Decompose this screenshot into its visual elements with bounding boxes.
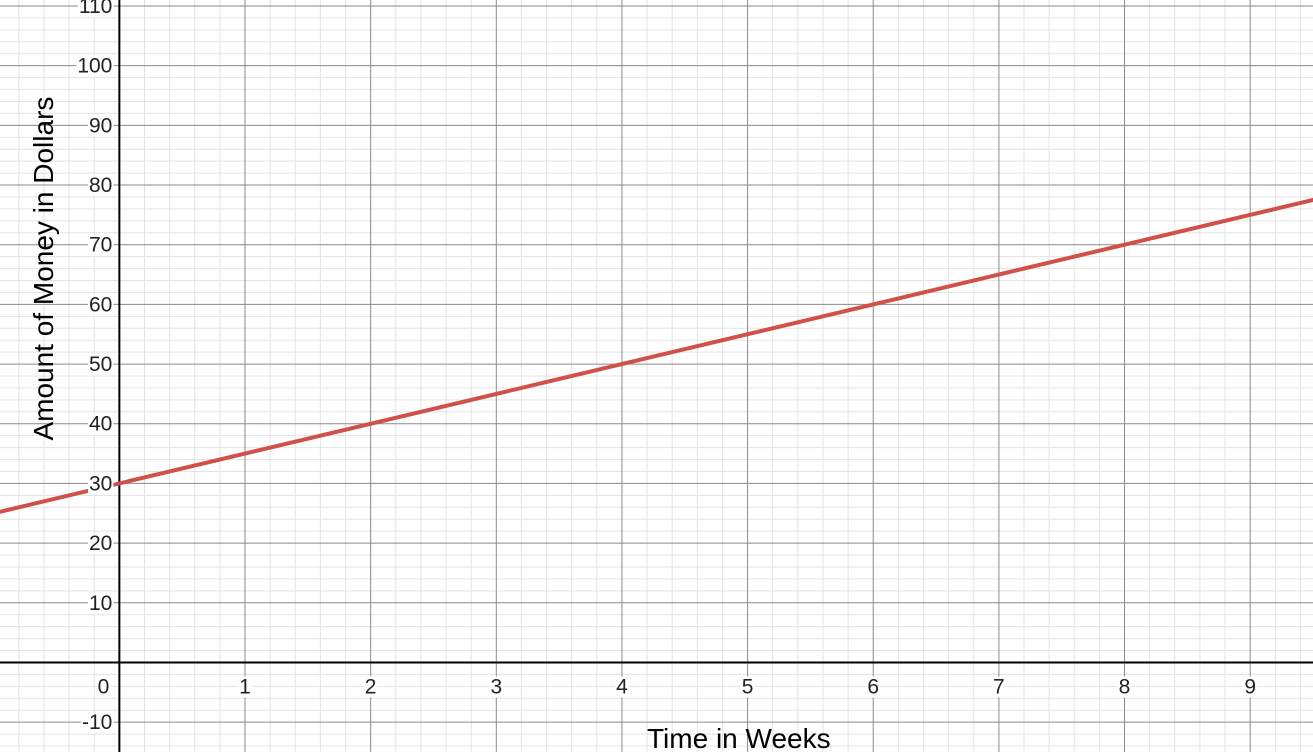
x-tick-label: 7 xyxy=(993,675,1005,698)
x-tick-label: 1 xyxy=(239,675,251,698)
y-tick-label-bg xyxy=(88,354,114,376)
y-tick-label: 10 xyxy=(89,592,112,615)
y-tick-label: -10 xyxy=(82,711,112,734)
x-tick-label: 2 xyxy=(365,675,377,698)
y-tick-label: 90 xyxy=(89,114,112,137)
x-axis-title: Time in Weeks xyxy=(647,723,831,752)
origin-label-bg xyxy=(96,676,111,698)
y-tick-label-bg xyxy=(76,55,114,77)
x-tick-label-bg xyxy=(363,676,378,698)
x-tick-label-bg xyxy=(615,676,630,698)
x-tick-label-bg xyxy=(489,676,504,698)
y-tick-label: 20 xyxy=(89,532,112,555)
y-tick-label-bg xyxy=(88,294,114,316)
y-tick-label-bg xyxy=(88,115,114,137)
x-tick-label: 3 xyxy=(490,675,502,698)
y-tick-label-bg xyxy=(88,533,114,555)
x-tick-label: 9 xyxy=(1244,675,1256,698)
y-tick-label: 40 xyxy=(89,413,112,436)
y-tick-label: 30 xyxy=(89,472,112,495)
x-tick-label-bg xyxy=(992,676,1006,698)
x-tick-label: 6 xyxy=(867,675,879,698)
y-tick-label-bg xyxy=(88,234,114,256)
y-tick-label: 80 xyxy=(89,174,112,197)
y-tick-label: 100 xyxy=(77,55,112,78)
y-tick-label-bg xyxy=(88,592,114,614)
x-tick-label: 5 xyxy=(742,675,754,698)
x-tick-label-bg xyxy=(1117,676,1132,698)
y-tick-label: 110 xyxy=(79,0,112,18)
y-axis-title: Amount of Money in Dollars xyxy=(28,97,59,441)
y-tick-label-bg xyxy=(88,473,114,495)
y-tick-label-bg xyxy=(77,0,114,17)
y-tick-label: 50 xyxy=(89,353,112,376)
x-tick-label-bg xyxy=(1243,676,1258,698)
series-layer xyxy=(0,197,1313,514)
y-tick-label-bg xyxy=(88,175,114,197)
y-tick-label: 60 xyxy=(89,293,112,316)
y-tick-label-bg xyxy=(88,413,114,435)
x-tick-label: 4 xyxy=(616,675,628,698)
x-tick-label-bg xyxy=(740,676,755,698)
origin-label: 0 xyxy=(98,675,110,698)
series-line xyxy=(0,197,1313,514)
y-tick-label: 70 xyxy=(89,234,112,257)
x-tick-label-bg xyxy=(866,676,881,698)
x-tick-label-bg xyxy=(238,676,252,698)
tick-labels: 1 2 3 4 5 6 7 8 9 -10 10 20 30 40 50 60 70 80 90 100 110 0 xyxy=(76,0,1258,734)
x-tick-label: 8 xyxy=(1119,675,1131,698)
y-tick-label-bg xyxy=(81,712,114,734)
